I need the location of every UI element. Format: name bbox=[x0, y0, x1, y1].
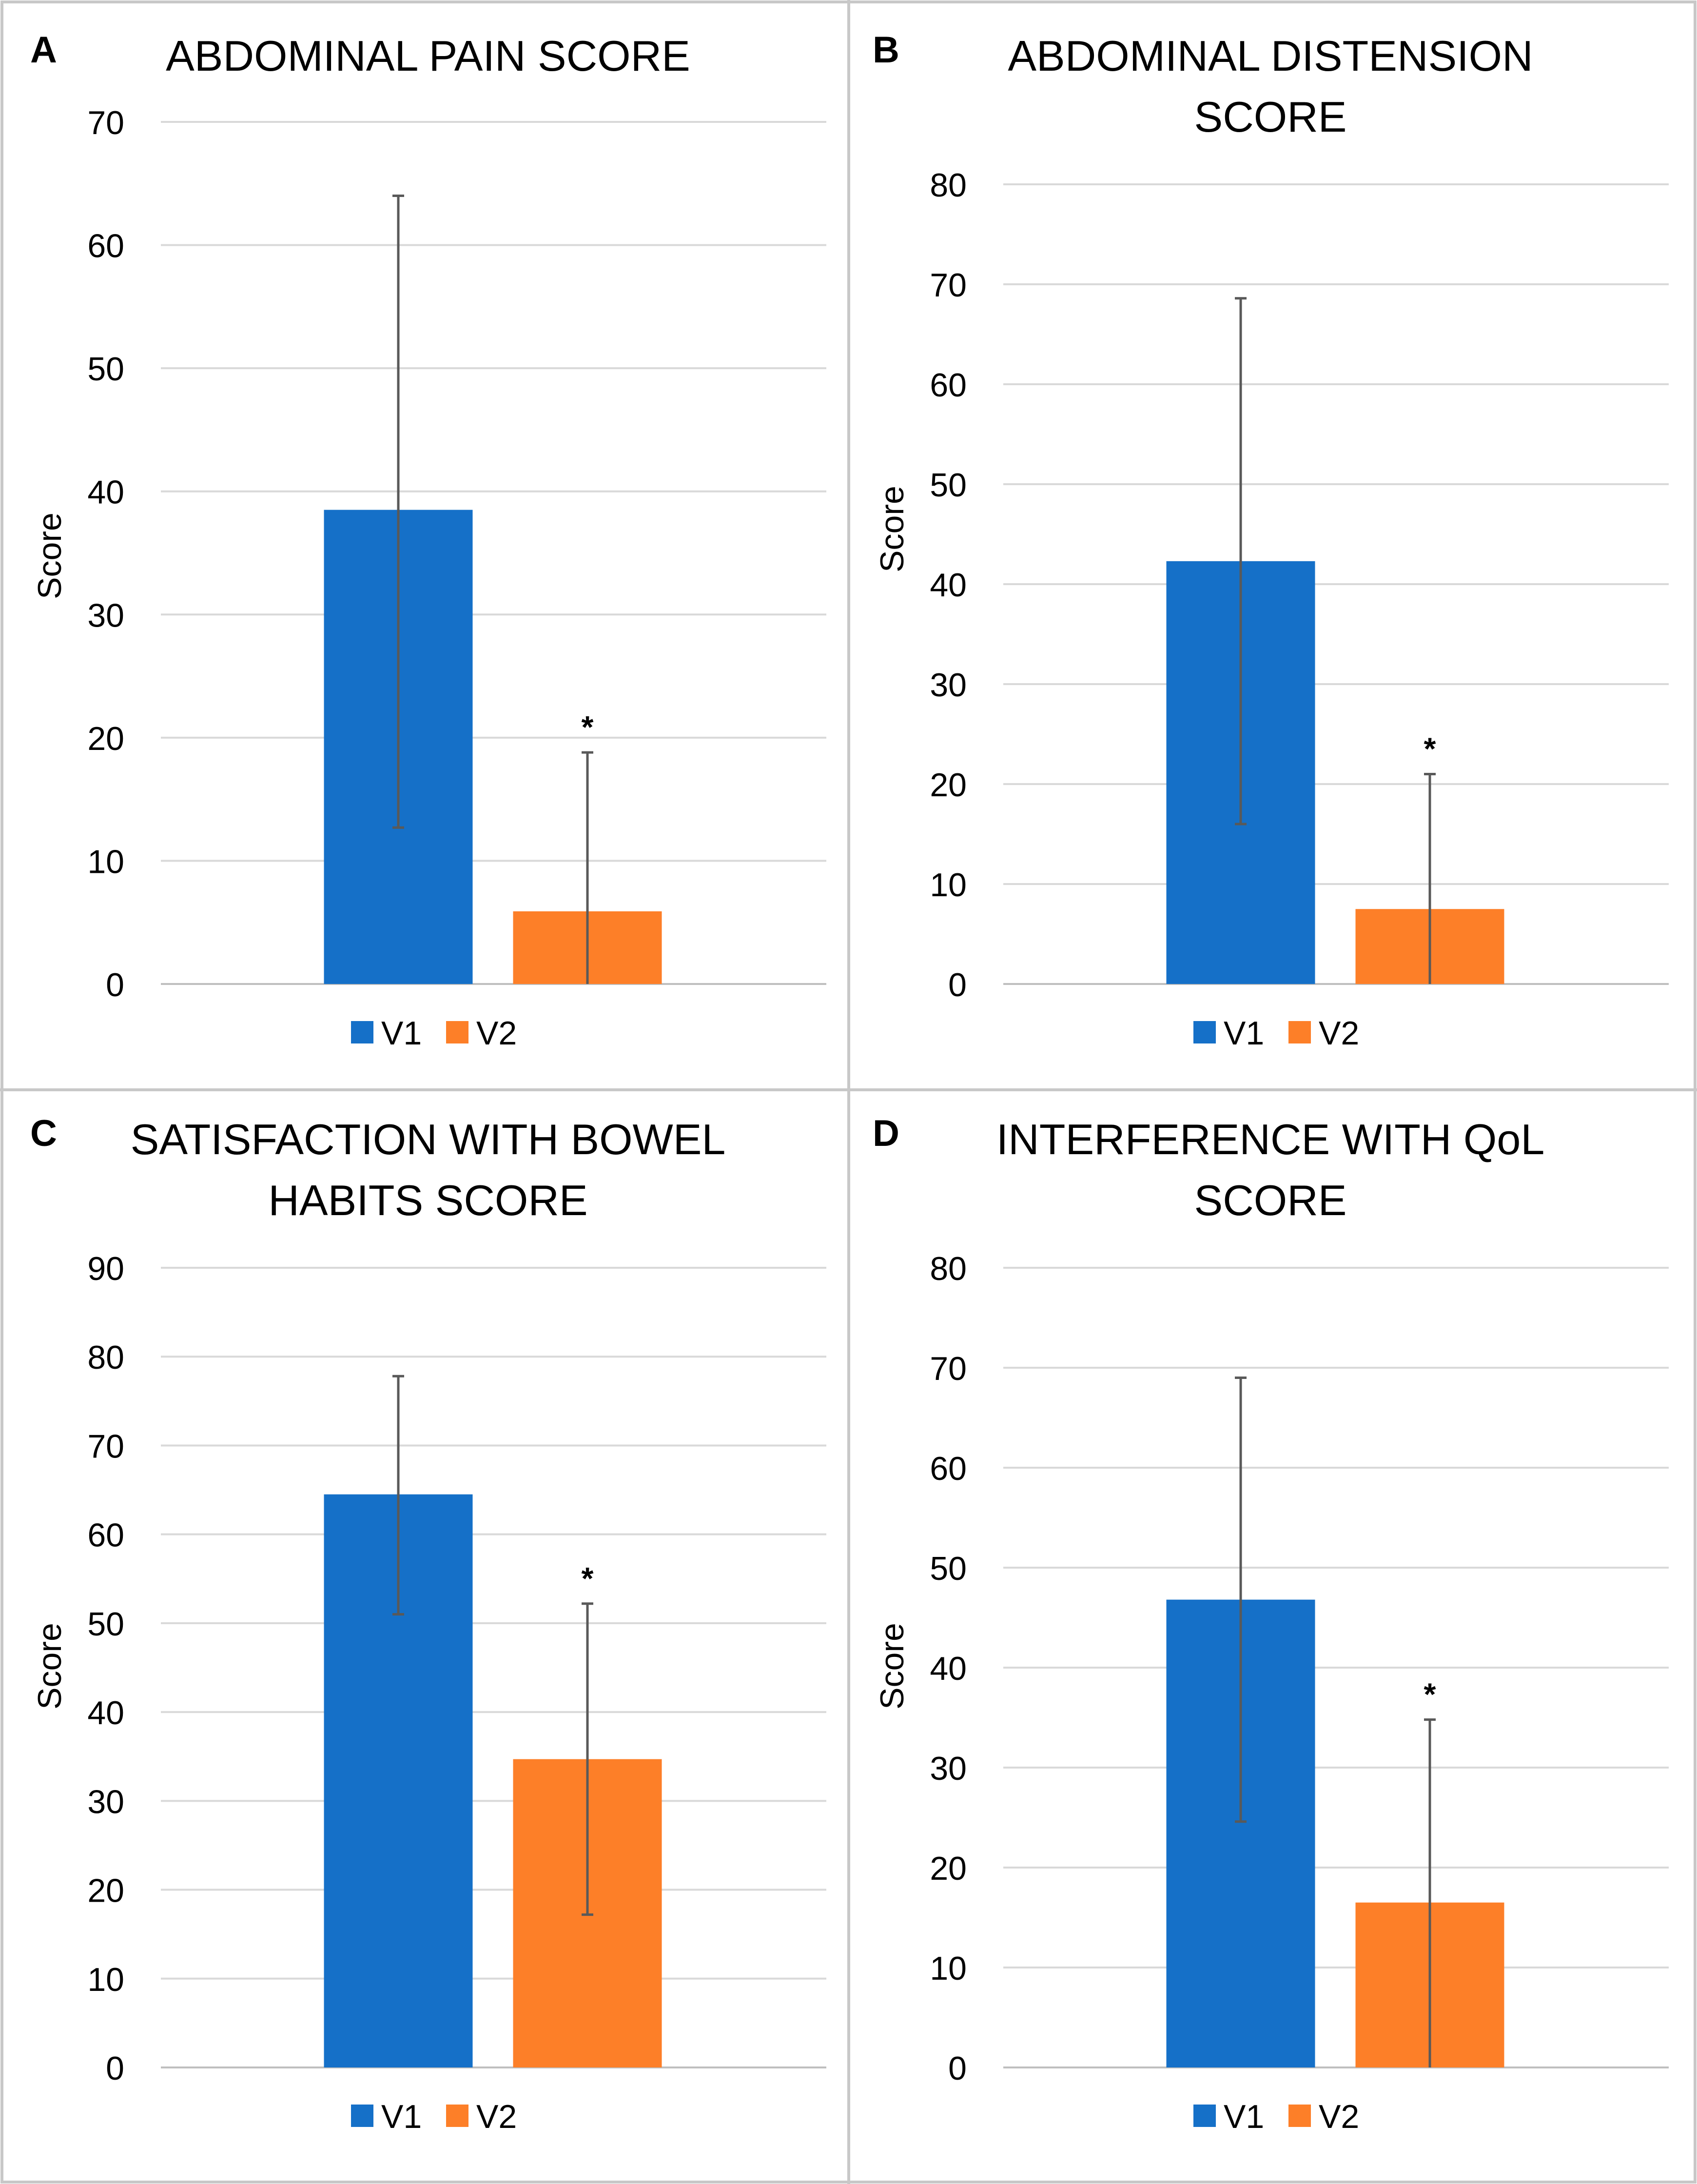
legend-label-v1: V1 bbox=[381, 1015, 422, 1052]
error-bar-v1 bbox=[1235, 1377, 1247, 1823]
y-tick-label: 50 bbox=[87, 351, 124, 388]
error-bar-v2 bbox=[582, 751, 593, 984]
y-tick-label: 70 bbox=[930, 1350, 967, 1387]
panel-a: A ABDOMINAL PAIN SCORE 0 10 20 30 40 50 60 70 Scor… bbox=[30, 29, 826, 1052]
y-tick-label: 70 bbox=[87, 104, 124, 141]
legend: V1 V2 bbox=[1193, 1015, 1359, 1052]
legend-label-v2: V2 bbox=[1319, 1015, 1359, 1052]
y-axis: 0 10 20 30 40 50 60 70 80 bbox=[930, 1250, 1669, 2087]
y-tick-label: 30 bbox=[930, 1750, 967, 1787]
significance-marker: * bbox=[582, 1561, 594, 1596]
y-tick-label: 60 bbox=[930, 1450, 967, 1487]
y-tick-label: 50 bbox=[87, 1606, 124, 1643]
error-bar-v2 bbox=[1424, 1718, 1436, 2067]
y-tick-label: 60 bbox=[87, 1517, 124, 1554]
y-tick-label: 10 bbox=[930, 866, 967, 904]
y-tick-label: 0 bbox=[948, 966, 967, 1003]
panel-letter: A bbox=[30, 29, 57, 71]
panel-b: B ABDOMINAL DISTENSION SCORE 0 10 20 30 40 50 60 7… bbox=[873, 29, 1669, 1052]
error-bar-v2 bbox=[1424, 773, 1436, 984]
y-tick-label: 50 bbox=[930, 467, 967, 504]
legend-label-v2: V2 bbox=[476, 1015, 517, 1052]
y-tick-label: 40 bbox=[87, 1694, 124, 1731]
significance-marker: * bbox=[582, 709, 594, 745]
y-tick-label: 50 bbox=[930, 1550, 967, 1587]
legend-swatch-v2 bbox=[1288, 1021, 1311, 1043]
chart-title-line: ABDOMINAL DISTENSION bbox=[1008, 32, 1533, 80]
y-tick-label: 10 bbox=[87, 843, 124, 880]
panel-c: C SATISFACTION WITH BOWEL HABITS SCORE 0 10 2… bbox=[30, 1113, 826, 2135]
legend-label-v1: V1 bbox=[1224, 2098, 1264, 2135]
panel-letter: B bbox=[873, 29, 899, 71]
chart-title-line: SCORE bbox=[1194, 1176, 1347, 1224]
significance-marker: * bbox=[1424, 1677, 1436, 1712]
y-tick-label: 30 bbox=[930, 667, 967, 704]
y-tick-label: 60 bbox=[930, 367, 967, 404]
error-bar-v1 bbox=[1235, 297, 1247, 826]
y-axis-label: Score bbox=[874, 1623, 911, 1710]
legend: V1 V2 bbox=[351, 1015, 517, 1052]
panel-letter: D bbox=[873, 1113, 899, 1154]
y-axis-label: Score bbox=[874, 486, 911, 572]
panel-d: D INTERFERENCE WITH QoL SCORE 0 10 20 30 40 50 60… bbox=[873, 1113, 1669, 2135]
y-tick-label: 70 bbox=[930, 267, 967, 304]
legend: V1 V2 bbox=[351, 2098, 517, 2135]
y-tick-label: 20 bbox=[87, 1872, 124, 1909]
chart-title-line: SCORE bbox=[1194, 93, 1347, 141]
y-tick-label: 10 bbox=[87, 1961, 124, 1998]
y-tick-label: 30 bbox=[87, 597, 124, 634]
y-tick-label: 80 bbox=[930, 1250, 967, 1287]
y-tick-label: 40 bbox=[930, 1650, 967, 1687]
chart-title-line: SATISFACTION WITH BOWEL bbox=[131, 1115, 726, 1163]
y-axis: 0 10 20 30 40 50 60 70 80 bbox=[930, 167, 1669, 1003]
y-axis: 0 10 20 30 40 50 60 70 bbox=[87, 104, 826, 1003]
y-axis-label: Score bbox=[31, 512, 68, 599]
y-tick-label: 60 bbox=[87, 228, 124, 265]
legend-label-v1: V1 bbox=[381, 2098, 422, 2135]
legend-label-v1: V1 bbox=[1224, 1015, 1264, 1052]
legend-swatch-v1 bbox=[1193, 2105, 1216, 2127]
significance-marker: * bbox=[1424, 731, 1436, 767]
y-axis-label: Score bbox=[31, 1623, 68, 1710]
error-bar-v1 bbox=[392, 1375, 404, 1616]
legend-swatch-v1 bbox=[1193, 1021, 1216, 1043]
y-tick-label: 10 bbox=[930, 1950, 967, 1987]
chart-title-line: ABDOMINAL PAIN SCORE bbox=[166, 32, 690, 80]
legend-swatch-v1 bbox=[351, 2105, 373, 2127]
error-bar-v2 bbox=[582, 1602, 593, 1916]
y-tick-label: 20 bbox=[87, 720, 124, 757]
y-tick-label: 30 bbox=[87, 1783, 124, 1820]
y-axis: 0 10 20 30 40 50 60 70 80 90 bbox=[87, 1250, 826, 2087]
legend-swatch-v2 bbox=[446, 2105, 468, 2127]
y-tick-label: 20 bbox=[930, 1850, 967, 1887]
y-tick-label: 0 bbox=[948, 2050, 967, 2087]
y-tick-label: 40 bbox=[87, 474, 124, 511]
legend-label-v2: V2 bbox=[1319, 2098, 1359, 2135]
y-tick-label: 70 bbox=[87, 1428, 124, 1465]
y-tick-label: 80 bbox=[87, 1339, 124, 1376]
error-bar-v1 bbox=[392, 195, 404, 829]
y-tick-label: 0 bbox=[106, 966, 124, 1003]
legend-swatch-v2 bbox=[446, 1021, 468, 1043]
legend-swatch-v1 bbox=[351, 1021, 373, 1043]
legend-swatch-v2 bbox=[1288, 2105, 1311, 2127]
y-tick-label: 20 bbox=[930, 767, 967, 804]
panel-letter: C bbox=[30, 1113, 57, 1154]
chart-title-line: INTERFERENCE WITH QoL bbox=[996, 1115, 1545, 1163]
y-tick-label: 90 bbox=[87, 1250, 124, 1287]
legend: V1 V2 bbox=[1193, 2098, 1359, 2135]
y-tick-label: 0 bbox=[106, 2050, 124, 2087]
legend-label-v2: V2 bbox=[476, 2098, 517, 2135]
y-tick-label: 40 bbox=[930, 567, 967, 604]
chart-title-line: HABITS SCORE bbox=[268, 1176, 587, 1224]
y-tick-label: 80 bbox=[930, 167, 967, 204]
